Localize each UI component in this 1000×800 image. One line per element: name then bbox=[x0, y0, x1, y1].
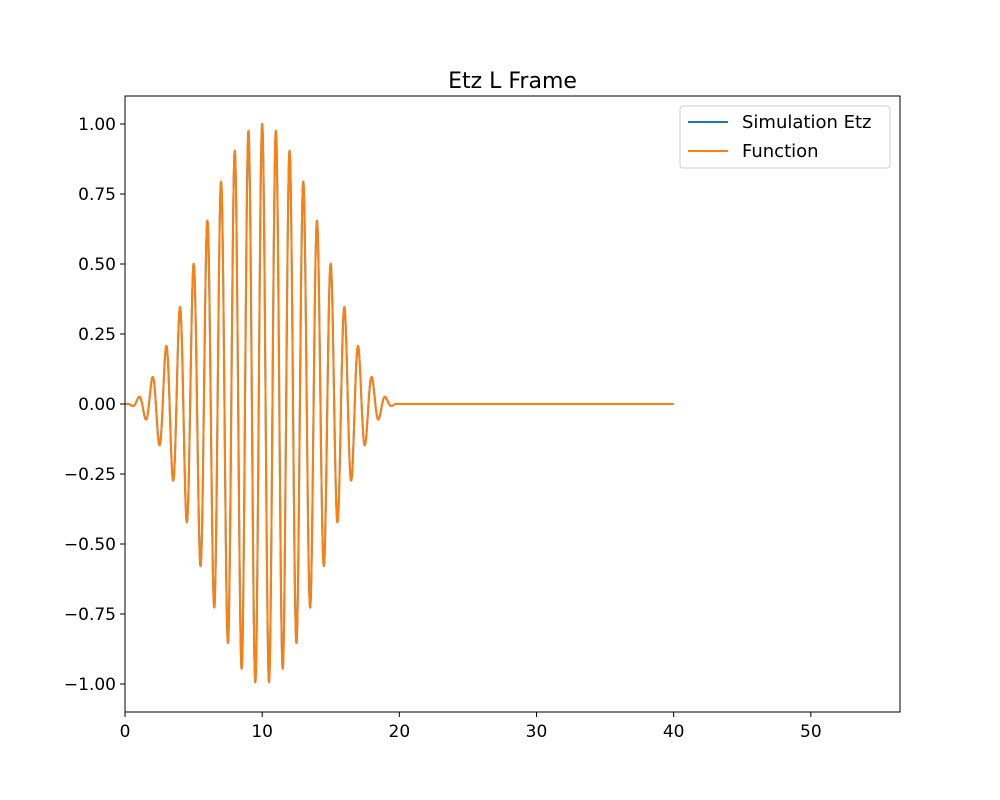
legend-box bbox=[679, 105, 891, 169]
x-tick-label: 40 bbox=[663, 722, 685, 742]
x-tick-label: 50 bbox=[800, 722, 822, 742]
chart-title: Etz L Frame bbox=[448, 69, 577, 94]
y-tick-label: −0.75 bbox=[64, 605, 116, 625]
y-tick-label: 0.25 bbox=[78, 325, 116, 345]
legend: Simulation Etz Function bbox=[679, 105, 891, 169]
y-tick-label: 0.50 bbox=[78, 255, 116, 275]
plot-area bbox=[124, 123, 675, 684]
legend-label-simulation: Simulation Etz bbox=[742, 112, 871, 133]
x-tick-label: 20 bbox=[389, 722, 411, 742]
y-tick-label: −1.00 bbox=[64, 675, 116, 695]
y-tick-label: −0.25 bbox=[64, 465, 116, 485]
x-tick-label: 10 bbox=[251, 722, 273, 742]
legend-label-function: Function bbox=[742, 141, 819, 162]
x-axis: 0 10 20 30 40 50 bbox=[120, 712, 822, 742]
y-tick-label: −0.50 bbox=[64, 535, 116, 555]
y-tick-label: 0.75 bbox=[78, 185, 116, 205]
x-tick-label: 0 bbox=[120, 722, 131, 742]
y-tick-label: 0.00 bbox=[78, 395, 116, 415]
x-tick-label: 30 bbox=[526, 722, 548, 742]
series-line-function bbox=[124, 123, 675, 684]
y-tick-label: 1.00 bbox=[78, 115, 116, 135]
y-axis: 1.00 0.75 0.50 0.25 0.00 −0.25 −0.50 −0.75 −1.00 bbox=[64, 115, 125, 695]
axes-frame bbox=[124, 95, 901, 713]
